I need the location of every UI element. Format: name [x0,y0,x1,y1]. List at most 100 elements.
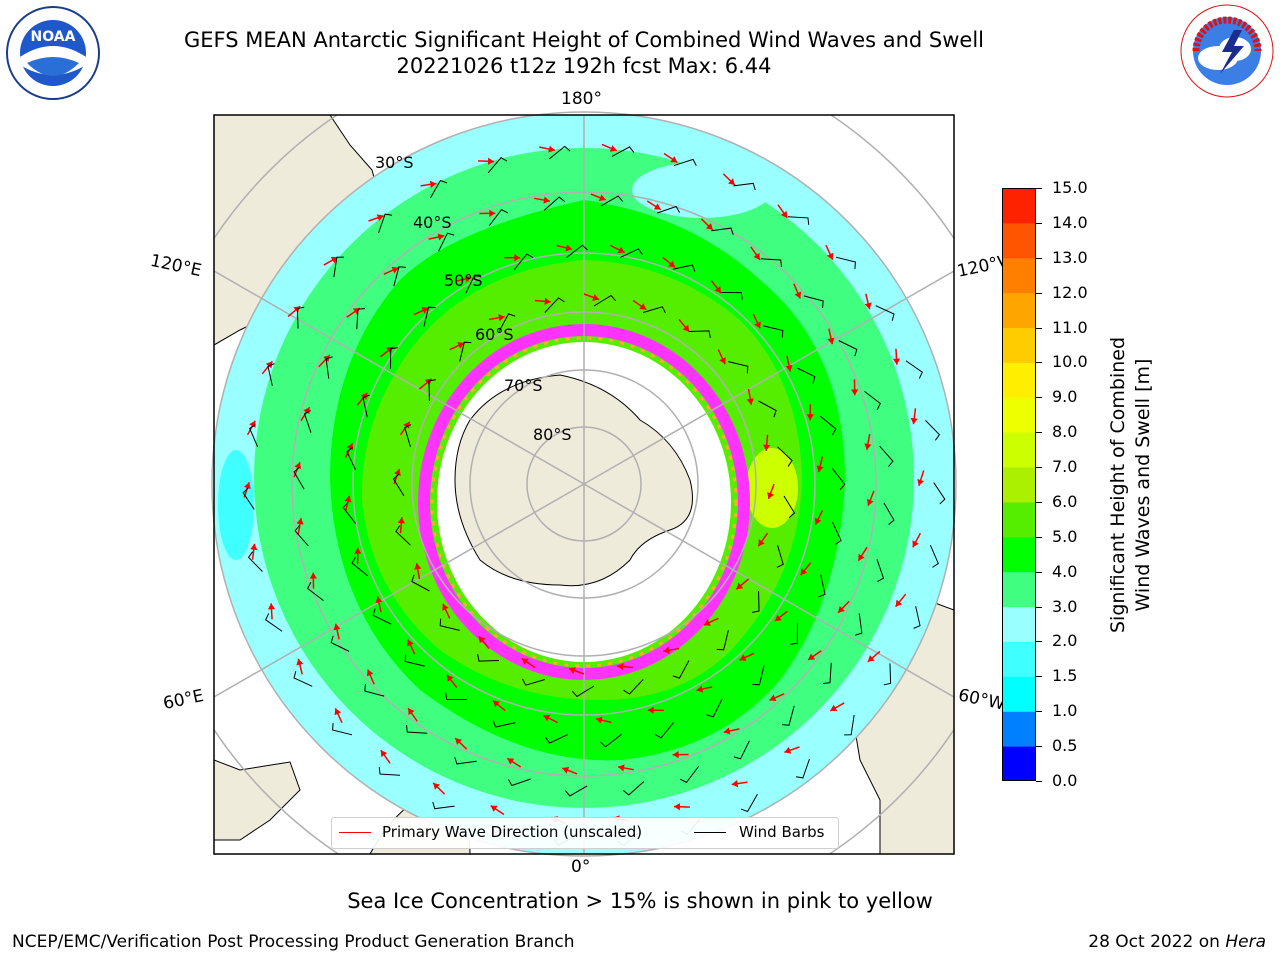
wind-barb [782,705,795,726]
wind-barb [803,295,824,308]
wave-arrow-head [543,714,551,722]
colorbar-segment [1002,676,1036,712]
wind-barb [758,400,777,418]
wave-arrow-head [478,636,486,644]
wind-barb [306,582,324,602]
chart-subtitle: 20221026 t12z 192h fcst Max: 6.44 [396,54,772,78]
wind-barb [430,179,448,199]
colorbar-tick-mark [1036,327,1042,329]
wind-barb [364,684,385,697]
wind-barb [657,205,681,214]
colorbar-tick-mark [1036,781,1042,782]
wind-barb [242,487,255,510]
wind-barb [522,678,545,686]
wave-arrow-head [543,196,550,204]
wave-arrow-head [507,758,515,765]
wave-arrow-head [653,203,661,210]
wind-barb [623,679,644,695]
wind-barb [818,574,826,598]
wind-barb [392,473,405,497]
wind-barb [721,292,743,300]
wind-barb [787,216,810,225]
colorbar-tick-mark [1036,292,1042,294]
wave-arrow-head [714,286,722,294]
wind-barb [783,495,796,519]
wind-barb [740,793,758,813]
wind-barb [822,662,832,684]
colorbar-label-line1: Significant Height of Combined [1107,336,1129,634]
wind-barb [247,551,263,573]
wind-barb [623,781,645,796]
wave-arrow-head [912,540,919,548]
wave-arrow-head [414,563,422,570]
wave-arrow-head [769,694,777,702]
wave-arrow-head [455,738,463,745]
wave-arrow-head [544,297,551,305]
wind-barb [600,734,622,748]
wave-arrow-head [565,244,573,252]
lat-label-60s: 60°S [475,325,514,344]
wave-arrow-head [334,708,342,716]
wave-arrow-head [794,291,802,299]
wave-arrow-head [917,478,925,486]
wind-barb [265,613,283,632]
wind-barb [330,635,350,652]
wind-barb [378,213,393,234]
colorbar-tick-label: 9.0 [1052,387,1078,407]
wind-barb [445,692,467,700]
wave-arrow-head [705,223,713,230]
wave-arrow-head [360,392,368,400]
colorbar-tick-mark [1036,188,1042,189]
wave-arrow-head [464,275,472,283]
wave-arrow-head [830,704,838,712]
wave-arrow-head [864,443,872,450]
wave-arrow-head [736,582,744,590]
wind-barb [571,685,595,698]
wind-barb [620,248,643,258]
colorbar-tick-mark [1036,536,1042,538]
wave-arrow-head [548,145,555,153]
wind-barb [763,325,784,338]
wave-arrow-head [407,639,414,647]
noaa-logo-text: NOAA [31,29,76,45]
colorbar [1002,188,1036,781]
colorbar-segment [1002,501,1036,538]
wave-arrow-head [442,603,449,611]
wave-arrow-head [489,209,496,217]
wave-arrow-head [703,619,711,626]
wind-barb [513,253,534,270]
wave-arrow-head [728,178,735,186]
wave-arrow-head [785,364,793,372]
wave-arrow-head [394,468,401,476]
lat-label-80s: 80°S [533,425,572,444]
wind-barb [507,778,531,787]
wind-barb [267,363,275,386]
wind-barb [428,379,436,402]
colorbar-segment [1002,536,1036,573]
wave-arrow-head [808,653,816,660]
colorbar-tick-label: 11.0 [1052,317,1088,337]
wave-arrow-head [746,398,754,405]
wind-barb [929,544,939,568]
wave-arrow-head [562,766,570,774]
colorbar-tick-label: 14.0 [1052,212,1088,232]
wind-barb [411,574,430,592]
wind-barb [454,757,477,765]
colorbar-tick-mark [1036,571,1042,573]
lon-label-0: 0° [571,857,591,877]
wave-arrow-head [647,706,654,714]
wind-barbs [242,145,946,847]
wave-arrow-head [250,543,258,551]
wave-arrow-head [492,700,500,708]
colorbar-tick-mark [1036,362,1042,364]
wave-arrow-head [780,210,788,218]
colorbar-segment [1002,467,1036,503]
wind-barb [404,424,412,447]
wind-barb [438,232,455,252]
wave-arrow-head [774,614,782,622]
wind-barb [832,522,842,545]
wind-barb [346,447,356,470]
wave-arrow-head [296,658,304,666]
antarctica-land [454,374,693,587]
wave-arrow-head [376,214,384,222]
